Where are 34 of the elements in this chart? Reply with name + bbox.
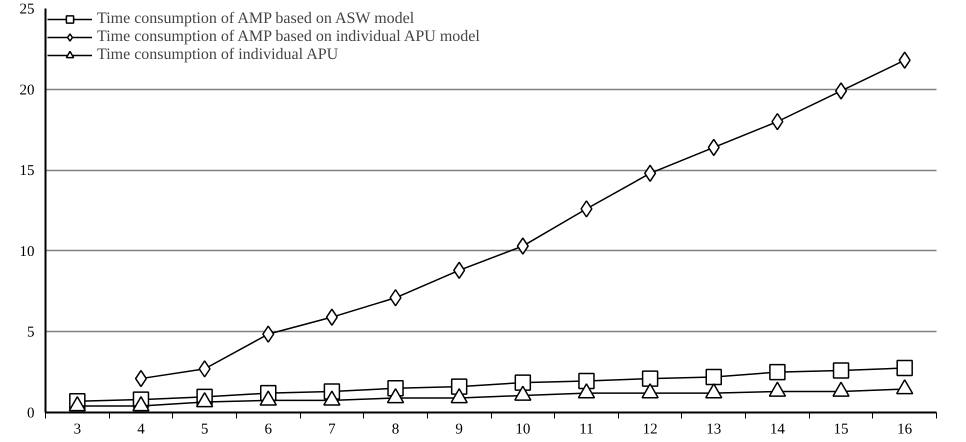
y-tick-label: 25 [20, 2, 34, 18]
y-tick-label: 20 [20, 82, 34, 98]
x-tick-label: 4 [137, 422, 146, 438]
legend-label: Time consumption of AMP based on individual APU model [97, 28, 480, 46]
point [834, 82, 848, 100]
x-tick-label: 15 [834, 422, 849, 438]
y-tick-label: 10 [20, 244, 34, 260]
y-tick-label: 0 [27, 406, 34, 422]
x-tick-label: 6 [264, 422, 272, 438]
x-tick-label: 3 [74, 422, 82, 438]
x-tick-label: 5 [200, 422, 208, 438]
point [389, 289, 402, 307]
x-tick-label: 7 [328, 422, 336, 438]
point [642, 370, 658, 387]
point [578, 372, 595, 390]
point [896, 360, 913, 376]
point [580, 200, 593, 218]
x-tick-label: 14 [770, 422, 786, 438]
x-tick-label: 12 [642, 422, 658, 438]
x-tick-label: 9 [455, 422, 463, 438]
point [514, 374, 532, 391]
point [832, 362, 850, 379]
legend-label: Time consumption of AMP based on ASW model [97, 10, 414, 28]
x-tick-label: 16 [897, 422, 913, 438]
x-tick-label: 8 [392, 422, 400, 438]
point [769, 364, 786, 380]
point [706, 368, 722, 386]
point [134, 370, 148, 388]
x-tick-label: 10 [515, 422, 530, 438]
legend-label: Time consumption of individual APU [97, 46, 338, 64]
x-tick-label: 13 [706, 422, 722, 438]
x-tick-label: 11 [579, 422, 594, 438]
y-tick-label: 15 [20, 163, 34, 180]
y-tick-label: 5 [27, 324, 34, 341]
